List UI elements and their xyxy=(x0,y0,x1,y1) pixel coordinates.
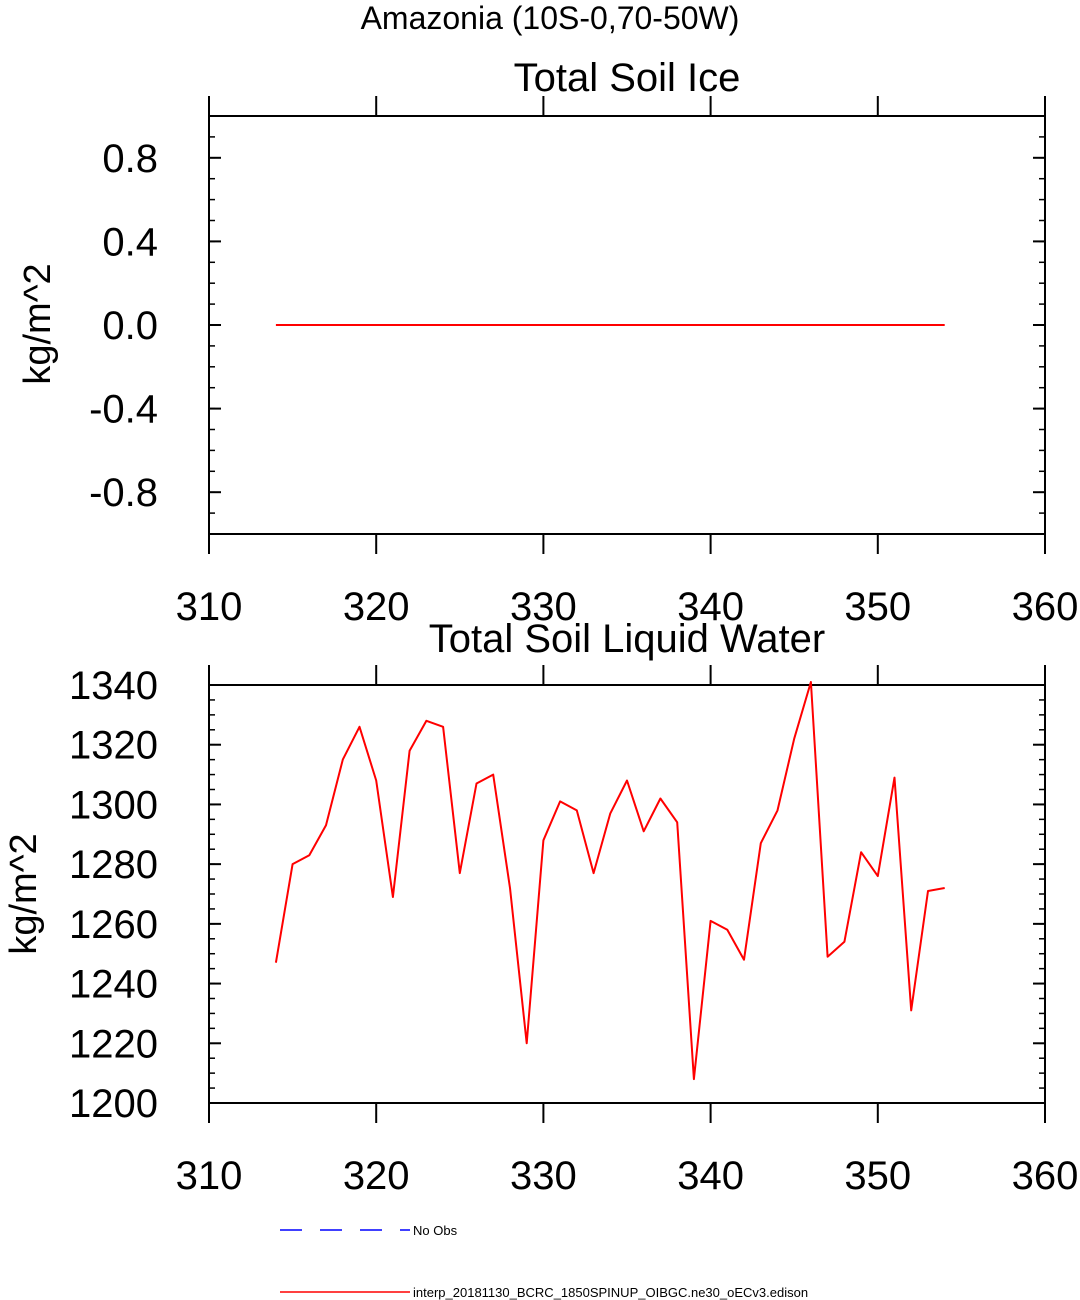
y-tick-labels: 0.8 0.4 0.0 -0.4 -0.8 xyxy=(89,137,158,515)
y-tick-label: 1260 xyxy=(69,903,158,947)
x-tick-label: 320 xyxy=(343,585,410,629)
x-tick-label: 330 xyxy=(510,1154,577,1198)
x-tick-labels: 310 320 330 340 350 360 xyxy=(176,585,1079,629)
legend: No Obs interp_20181130_BCRC_1850SPINUP_O… xyxy=(280,1223,808,1300)
x-tick-label: 340 xyxy=(677,1154,744,1198)
panel-total-soil-liquid-water: Total Soil Liquid Water kg/m^2 310 320 330… xyxy=(3,617,1078,1198)
series-group xyxy=(274,681,945,1081)
y-tick-label: 1340 xyxy=(69,664,158,708)
y-tick-label: 1240 xyxy=(69,963,158,1007)
x-tick-label: 320 xyxy=(343,1154,410,1198)
y-tick-label: -0.8 xyxy=(89,471,158,515)
tick-marks xyxy=(208,96,1046,554)
panel-title: Total Soil Liquid Water xyxy=(429,617,825,661)
series-line xyxy=(274,681,945,1081)
y-tick-label: 1200 xyxy=(69,1082,158,1126)
x-tick-label: 350 xyxy=(844,1154,911,1198)
x-tick-label: 330 xyxy=(510,585,577,629)
legend-label-model: interp_20181130_BCRC_1850SPINUP_OIBGC.ne… xyxy=(413,1285,808,1300)
plot-frame xyxy=(208,684,1046,1104)
y-tick-labels: 1340 1320 1300 1280 1260 1240 1220 1200 xyxy=(69,664,158,1126)
panel-total-soil-ice: Total Soil Ice kg/m^2 310 320 330 340 350 360… xyxy=(17,56,1078,629)
y-tick-label: 1280 xyxy=(69,843,158,887)
y-tick-label: 0.4 xyxy=(102,220,158,264)
y-axis-label: kg/m^2 xyxy=(17,263,59,384)
y-tick-label: -0.4 xyxy=(89,388,158,432)
y-tick-label: 1300 xyxy=(69,783,158,827)
y-tick-label: 0.8 xyxy=(102,137,158,181)
x-tick-label: 350 xyxy=(844,585,911,629)
x-tick-label: 310 xyxy=(176,585,243,629)
x-tick-label: 340 xyxy=(677,585,744,629)
figure-title: Amazonia (10S-0,70-50W) xyxy=(361,0,740,36)
legend-label-no-obs: No Obs xyxy=(413,1223,458,1238)
panel-title: Total Soil Ice xyxy=(514,56,741,100)
x-tick-label: 360 xyxy=(1012,1154,1079,1198)
tick-marks xyxy=(208,665,1046,1123)
y-tick-label: 1320 xyxy=(69,724,158,768)
x-tick-label: 360 xyxy=(1012,585,1079,629)
x-tick-labels: 310 320 330 340 350 360 xyxy=(176,1154,1079,1198)
y-axis-label: kg/m^2 xyxy=(3,833,45,954)
y-tick-label: 1220 xyxy=(69,1022,158,1066)
y-tick-label: 0.0 xyxy=(102,304,158,348)
x-tick-label: 310 xyxy=(176,1154,243,1198)
